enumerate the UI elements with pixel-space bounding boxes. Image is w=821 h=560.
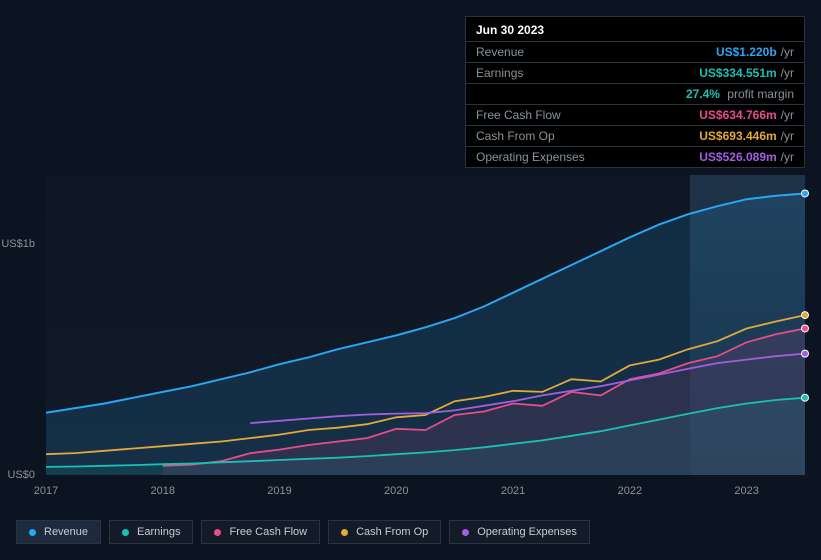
- x-axis-label: 2018: [151, 485, 175, 497]
- legend-item-free-cash-flow[interactable]: Free Cash Flow: [201, 520, 320, 544]
- tooltip-rows: RevenueUS$1.220b/yrEarningsUS$334.551m/y…: [466, 42, 804, 167]
- legend-dot-icon: [462, 529, 469, 536]
- tooltip-row-label: Free Cash Flow: [476, 108, 699, 122]
- legend-item-label: Free Cash Flow: [229, 526, 307, 538]
- tooltip-row-label: Revenue: [476, 45, 716, 59]
- series-end-marker: [802, 190, 809, 197]
- legend-dot-icon: [122, 529, 129, 536]
- tooltip-row: RevenueUS$1.220b/yr: [466, 42, 804, 63]
- legend-item-label: Cash From Op: [356, 526, 428, 538]
- tooltip-row: Cash From OpUS$693.446m/yr: [466, 126, 804, 147]
- legend-item-operating-expenses[interactable]: Operating Expenses: [449, 520, 590, 544]
- chart-area: US$0US$1b2017201820192020202120222023: [16, 160, 805, 540]
- tooltip-date: Jun 30 2023: [466, 17, 804, 42]
- series-end-marker: [802, 350, 809, 357]
- tooltip-row-value: US$634.766m/yr: [699, 108, 794, 122]
- legend-dot-icon: [214, 529, 221, 536]
- legend-item-earnings[interactable]: Earnings: [109, 520, 193, 544]
- x-axis-label: 2020: [384, 485, 408, 497]
- x-axis-label: 2022: [618, 485, 642, 497]
- plot-area[interactable]: [46, 175, 805, 475]
- tooltip-row-label: Earnings: [476, 66, 699, 80]
- legend-dot-icon: [341, 529, 348, 536]
- legend-item-revenue[interactable]: Revenue: [16, 520, 101, 544]
- series-end-marker: [802, 312, 809, 319]
- x-axis-label: 2019: [267, 485, 291, 497]
- plot-svg: [46, 175, 805, 475]
- legend-item-label: Earnings: [137, 526, 180, 538]
- x-axis-label: 2017: [34, 485, 58, 497]
- series-end-marker: [802, 325, 809, 332]
- tooltip-row-value: US$693.446m/yr: [699, 129, 794, 143]
- legend-dot-icon: [29, 529, 36, 536]
- tooltip-row: EarningsUS$334.551m/yr: [466, 63, 804, 84]
- legend: Revenue Earnings Free Cash Flow Cash From O…: [16, 520, 590, 544]
- legend-item-label: Operating Expenses: [477, 526, 577, 538]
- tooltip-row-value: US$1.220b/yr: [716, 45, 794, 59]
- tooltip-panel: Jun 30 2023 RevenueUS$1.220b/yrEarningsU…: [465, 16, 805, 168]
- x-axis-label: 2021: [501, 485, 525, 497]
- tooltip-row: Free Cash FlowUS$634.766m/yr: [466, 105, 804, 126]
- x-axis-label: 2023: [734, 485, 758, 497]
- legend-item-cash-from-op[interactable]: Cash From Op: [328, 520, 441, 544]
- y-axis-label: US$0: [7, 469, 35, 481]
- tooltip-subrow: 27.4% profit margin: [466, 84, 804, 105]
- tooltip-row-label: Cash From Op: [476, 129, 699, 143]
- legend-item-label: Revenue: [44, 526, 88, 538]
- tooltip-row-value: US$334.551m/yr: [699, 66, 794, 80]
- y-axis-label: US$1b: [1, 238, 35, 250]
- series-end-marker: [802, 394, 809, 401]
